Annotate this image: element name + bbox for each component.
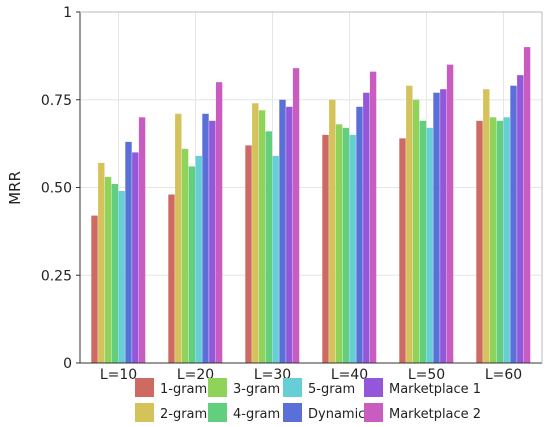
bar	[446, 64, 454, 364]
bar	[523, 47, 531, 363]
bar	[292, 68, 300, 363]
bar	[286, 106, 293, 364]
bar	[335, 124, 343, 363]
legend-swatch	[135, 403, 154, 422]
bar	[419, 120, 427, 363]
x-tick-label: L=50	[408, 367, 445, 383]
bar	[118, 191, 125, 363]
bar	[98, 162, 105, 363]
y-tick-label: 0.50	[41, 181, 72, 197]
bar	[215, 82, 223, 363]
bar	[104, 176, 112, 363]
bar	[363, 92, 370, 363]
bars	[91, 47, 531, 364]
y-tick-label: 0.25	[41, 268, 72, 284]
legend-swatch	[208, 403, 227, 422]
bar	[91, 215, 98, 363]
bar	[111, 183, 119, 363]
legend-swatch	[283, 378, 302, 397]
legend-swatch	[364, 403, 383, 422]
bar	[517, 75, 524, 364]
bar	[272, 155, 279, 363]
bar	[138, 117, 146, 363]
bar	[503, 117, 510, 363]
bar	[132, 152, 139, 363]
bar	[245, 145, 252, 363]
bar	[496, 120, 504, 363]
bar	[252, 103, 259, 363]
bar	[433, 92, 440, 363]
legend-label: 5-gram	[308, 382, 355, 397]
bar	[342, 127, 350, 363]
bar	[322, 134, 329, 363]
legend-label: Marketplace 1	[389, 382, 481, 397]
bar	[510, 85, 517, 364]
bar	[125, 141, 132, 363]
bar	[426, 127, 433, 363]
x-tick-label: L=40	[331, 367, 368, 383]
bar	[483, 89, 490, 363]
legend-swatch	[135, 378, 154, 397]
x-tick-label: L=60	[485, 367, 522, 383]
legend-swatch	[208, 378, 227, 397]
bar	[181, 148, 189, 363]
bar	[209, 120, 216, 363]
bar	[440, 89, 447, 363]
bar	[329, 99, 336, 363]
bar	[369, 71, 377, 364]
legend-label: 4-gram	[233, 407, 280, 422]
grid	[80, 11, 542, 364]
bar	[195, 155, 202, 363]
bar	[258, 110, 266, 363]
bar	[279, 99, 286, 363]
x-tick-label: L=20	[177, 367, 214, 383]
bar	[356, 106, 363, 364]
x-tick-label: L=10	[100, 367, 137, 383]
bar	[412, 99, 420, 363]
axes: 0 0.25 0.50 0.75 1 L=10 L=20 L=30 L=40 L=50 L=60	[41, 5, 543, 383]
legend-swatch	[364, 378, 383, 397]
y-tick-label: 1	[63, 5, 72, 21]
y-tick-label: 0	[63, 356, 72, 372]
bar	[188, 166, 196, 363]
legend-swatch	[283, 403, 302, 422]
y-tick-label: 0.75	[41, 93, 72, 109]
bar	[489, 117, 497, 363]
bar	[265, 131, 273, 363]
bar	[399, 138, 406, 363]
bar	[406, 85, 413, 364]
bar	[476, 120, 483, 363]
bar	[168, 194, 175, 363]
bar	[175, 113, 182, 363]
bar	[202, 113, 209, 363]
x-tick-label: L=30	[254, 367, 291, 383]
legend-label: 3-gram	[233, 382, 280, 397]
y-axis-title: MRR	[6, 171, 24, 205]
legend: 1-gram 2-gram 3-gram 4-gram 5-gram Dynamic Mar…	[135, 378, 481, 422]
legend-label: Marketplace 2	[389, 407, 481, 422]
bar	[349, 134, 356, 363]
legend-label: 2-gram	[160, 407, 207, 422]
legend-label: Dynamic	[308, 407, 365, 422]
legend-label: 1-gram	[160, 382, 207, 397]
